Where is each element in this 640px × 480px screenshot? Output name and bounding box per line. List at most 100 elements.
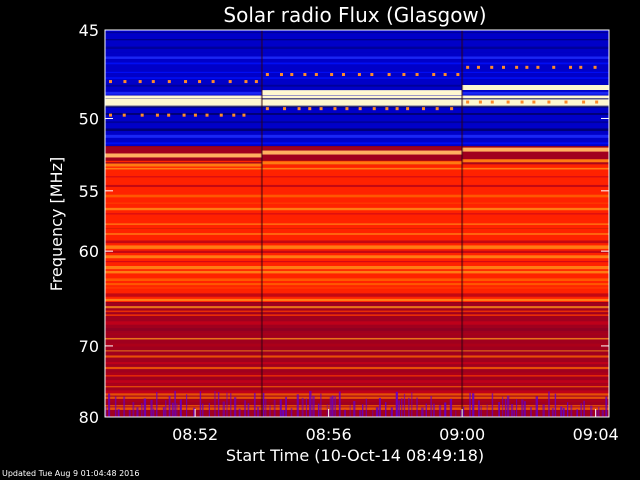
spectral-stripe	[105, 278, 609, 282]
interference-dash	[435, 107, 439, 111]
interference-dash	[109, 80, 112, 84]
interference-dash	[372, 107, 376, 111]
noise-column	[290, 408, 293, 417]
noise-column	[349, 404, 351, 417]
spectral-stripe	[105, 223, 609, 225]
spectral-stripe	[105, 390, 609, 394]
x-tick-label: 08:56	[306, 425, 352, 444]
noise-column	[455, 410, 457, 417]
spectrogram-image	[104, 29, 610, 418]
interference-dash	[466, 100, 470, 104]
interference-dash	[341, 73, 345, 77]
interference-dash	[476, 65, 480, 69]
interference-dash	[564, 100, 568, 104]
interference-dash	[333, 107, 337, 111]
noise-column	[320, 393, 322, 417]
spectral-stripe	[105, 142, 609, 145]
noise-column	[309, 390, 312, 417]
spectral-stripe	[105, 184, 609, 187]
noise-column	[244, 400, 246, 417]
spectral-stripe	[105, 350, 609, 352]
noise-column	[504, 398, 507, 417]
noise-column	[480, 405, 482, 417]
noise-column	[199, 391, 202, 417]
noise-column	[265, 398, 267, 417]
interference-dash	[122, 113, 126, 117]
spectral-stripe	[105, 128, 609, 132]
noise-column	[513, 410, 515, 417]
noise-column	[359, 410, 362, 417]
spectral-stripe	[105, 167, 609, 170]
interference-dash	[506, 100, 510, 104]
noise-column	[506, 395, 510, 417]
noise-column	[403, 393, 406, 417]
noise-column	[375, 407, 379, 417]
spectral-stripe	[105, 321, 609, 325]
spectral-stripe	[105, 240, 609, 244]
interference-line	[105, 163, 262, 167]
interference-dash	[283, 107, 287, 111]
noise-column	[305, 398, 308, 417]
noise-column	[535, 396, 538, 417]
noise-column	[425, 403, 427, 417]
noise-column	[174, 390, 176, 417]
spectral-stripe	[105, 213, 609, 215]
spectral-stripe	[105, 31, 609, 34]
freq-band	[105, 228, 609, 303]
interference-dash	[502, 65, 506, 69]
interference-dash	[579, 65, 583, 69]
y-tick-label: 80	[79, 408, 99, 427]
noise-column	[108, 393, 111, 417]
noise-column	[123, 396, 126, 417]
spectral-stripe	[105, 105, 609, 108]
interference-line	[105, 98, 262, 104]
noise-column	[105, 406, 107, 417]
spectral-stripe	[105, 375, 609, 377]
noise-column	[176, 403, 178, 417]
x-tick-label: 08:52	[172, 425, 218, 444]
interference-dash	[211, 80, 215, 84]
interference-dash	[330, 73, 334, 77]
noise-column	[331, 395, 334, 417]
spectral-stripe	[105, 286, 609, 289]
interference-line	[462, 85, 609, 91]
noise-column	[226, 392, 228, 417]
interference-dash	[593, 65, 597, 69]
interference-dash	[456, 73, 460, 77]
noise-column	[361, 404, 364, 417]
interference-dash	[308, 107, 312, 111]
noise-column	[317, 403, 320, 417]
spectral-stripe	[105, 265, 609, 270]
interference-dash	[490, 100, 494, 104]
noise-column	[590, 405, 593, 417]
interference-dash	[182, 113, 186, 117]
interference-dash	[345, 107, 349, 111]
noise-column	[551, 408, 554, 417]
interference-dash	[123, 80, 127, 84]
spectral-stripe	[105, 134, 609, 138]
noise-column	[542, 404, 545, 417]
noise-column	[515, 399, 518, 417]
interference-dash	[532, 100, 536, 104]
freq-band	[105, 95, 609, 108]
interference-dash	[138, 80, 142, 84]
noise-column	[326, 404, 328, 417]
interference-line	[261, 150, 463, 155]
interference-dash	[242, 113, 246, 117]
spectral-stripe	[105, 386, 609, 388]
interference-dash	[525, 65, 529, 69]
interference-dash	[478, 100, 482, 104]
interference-dash	[432, 73, 436, 77]
spectral-stripe	[105, 283, 609, 286]
noise-column	[449, 398, 453, 417]
noise-column	[193, 407, 196, 417]
noise-column	[269, 405, 271, 417]
interference-dash	[466, 65, 470, 69]
spectral-stripe	[105, 245, 609, 249]
interference-dash	[265, 107, 269, 111]
interference-dash	[198, 80, 202, 84]
noise-column	[411, 392, 413, 417]
noise-column	[168, 395, 171, 417]
noise-column	[353, 401, 356, 417]
